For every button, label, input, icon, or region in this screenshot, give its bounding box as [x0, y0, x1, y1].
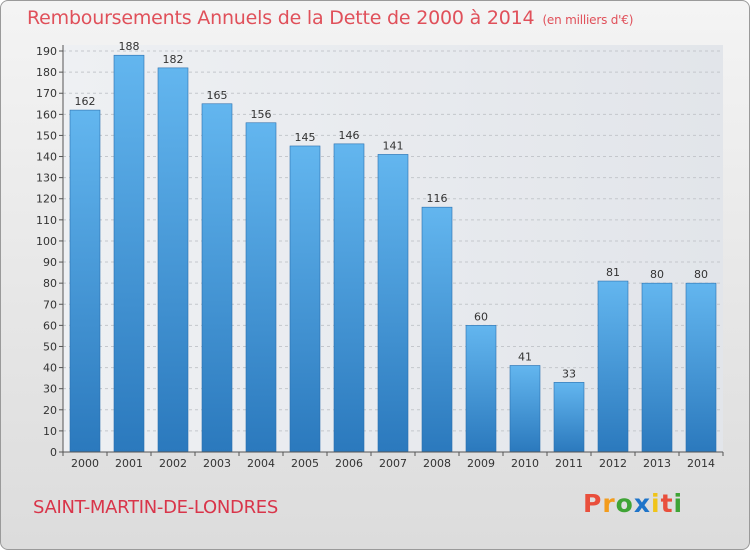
logo-letter: i — [673, 489, 684, 518]
chart-unit: (en milliers d'€) — [542, 13, 634, 27]
logo-letter: x — [633, 489, 651, 518]
data-label-2000: 162 — [75, 95, 96, 108]
data-label-2011: 33 — [562, 367, 576, 380]
data-label-2007: 141 — [383, 139, 404, 152]
data-label-2013: 80 — [650, 268, 664, 281]
bar-2013 — [641, 282, 673, 453]
bar-2009 — [465, 325, 497, 453]
y-tick-label: 0 — [50, 446, 57, 459]
x-tick-label-2012: 2012 — [599, 457, 627, 470]
y-tick-label: 150 — [36, 129, 57, 142]
bar-2000 — [69, 109, 101, 453]
proxiti-logo-letters: Proxiti — [583, 489, 683, 518]
y-tick-label: 30 — [43, 383, 57, 396]
y-tick-label: 110 — [36, 214, 57, 227]
logo-letter: t — [660, 489, 674, 518]
y-tick-label: 60 — [43, 319, 57, 332]
x-tick-label-2009: 2009 — [467, 457, 495, 470]
data-label-2010: 41 — [518, 350, 532, 363]
x-tick-label-2004: 2004 — [247, 457, 275, 470]
y-tick-label: 170 — [36, 87, 57, 100]
x-tick-label-2010: 2010 — [511, 457, 539, 470]
x-tick-label-2011: 2011 — [555, 457, 583, 470]
x-tick-label-2000: 2000 — [71, 457, 99, 470]
x-tick-label-2008: 2008 — [423, 457, 451, 470]
y-tick-label: 10 — [43, 425, 57, 438]
x-tick-label-2002: 2002 — [159, 457, 187, 470]
bar-2014 — [685, 282, 717, 453]
x-tick-label-2005: 2005 — [291, 457, 319, 470]
data-label-2001: 188 — [119, 40, 140, 53]
y-tick-label: 120 — [36, 193, 57, 206]
bar-2006 — [333, 143, 365, 453]
y-tick-label: 20 — [43, 404, 57, 417]
y-axis: 0 10 20 30 40 50 60 70 80 90 100 110 120 130 140 150 160… — [36, 45, 64, 459]
bar-2005 — [289, 145, 321, 453]
y-tick-label: 160 — [36, 108, 57, 121]
bar-2010 — [509, 365, 541, 453]
x-axis: 2000 2001 2002 2003 2004 2005 2006 2007 2008 2009… — [62, 451, 724, 470]
logo-letter: o — [615, 489, 634, 518]
commune-name: SAINT-MARTIN-DE-LONDRES — [33, 497, 279, 518]
data-label-2005: 145 — [295, 131, 316, 144]
bars: 162 188 182 165 156 145 146 141 116 60 41 33 81 80 80 — [69, 40, 717, 453]
y-tick-label: 50 — [43, 340, 57, 353]
y-tick-label: 40 — [43, 362, 57, 375]
logo-letter: i — [651, 489, 661, 518]
x-tick-label-2003: 2003 — [203, 457, 231, 470]
data-label-2012: 81 — [606, 266, 620, 279]
y-tick-label: 130 — [36, 172, 57, 185]
data-label-2003: 165 — [207, 89, 228, 102]
y-tick-label: 90 — [43, 256, 57, 269]
x-tick-label-2001: 2001 — [115, 457, 143, 470]
x-tick-label-2013: 2013 — [643, 457, 671, 470]
logo-letter: r — [602, 489, 616, 518]
bar-2003 — [201, 103, 233, 453]
data-label-2004: 156 — [251, 108, 272, 121]
data-label-2002: 182 — [163, 53, 184, 66]
y-tick-label: 180 — [36, 66, 57, 79]
data-label-2014: 80 — [694, 268, 708, 281]
x-tick-label-2014: 2014 — [687, 457, 715, 470]
bar-2008 — [421, 206, 453, 453]
chart-title-text: Remboursements Annuels de la Dette de 20… — [27, 7, 535, 29]
y-tick-label: 140 — [36, 151, 57, 164]
y-tick-label: 100 — [36, 235, 57, 248]
bar-2007 — [377, 154, 409, 453]
y-tick-label: 80 — [43, 277, 57, 290]
bar-2004 — [245, 122, 277, 453]
bar-2011 — [553, 382, 585, 453]
bar-2002 — [157, 67, 189, 453]
chart-title: Remboursements Annuels de la Dette de 20… — [27, 7, 633, 29]
y-tick-label: 70 — [43, 298, 57, 311]
proxiti-logo[interactable]: Proxiti — [583, 489, 683, 518]
data-label-2008: 116 — [427, 192, 448, 205]
x-tick-label-2006: 2006 — [335, 457, 363, 470]
bar-2012 — [597, 280, 629, 453]
logo-letter: P — [583, 489, 603, 518]
bar-2001 — [113, 54, 145, 453]
x-tick-label-2007: 2007 — [379, 457, 407, 470]
y-tick-label: 190 — [36, 45, 57, 58]
data-label-2009: 60 — [474, 310, 488, 323]
data-label-2006: 146 — [339, 129, 360, 142]
